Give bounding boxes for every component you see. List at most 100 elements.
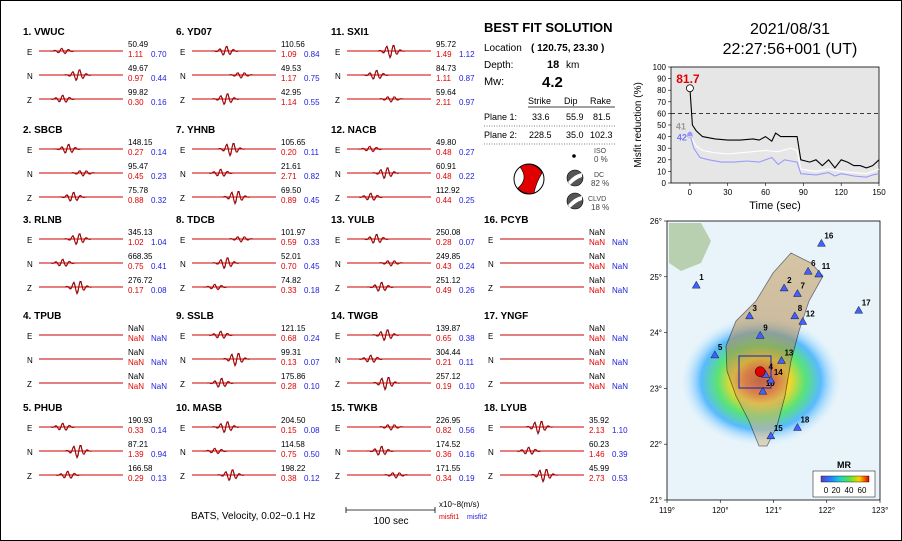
synthetic-waveform [347,167,431,179]
peak-amplitude: 52.01 [281,252,302,261]
component-label: E [335,424,340,433]
synthetic-waveform [192,142,276,157]
misfit1-value: 2.73 [589,474,605,483]
misfit-plot-area [670,66,880,184]
component-label: N [180,260,186,269]
component-label: E [180,332,185,341]
component-label: Z [27,284,32,293]
iso-value: 0 % [594,155,608,164]
event-time: 22:27:56+001 (UT) [723,41,858,58]
x-tick-label: 150 [872,188,886,197]
synthetic-waveform [192,469,276,481]
misfit2-value: 1.04 [151,238,167,247]
misfit1-legend: misfit1 [439,514,459,521]
misfit1-value: 0.97 [128,74,144,83]
station-marker [779,283,789,292]
station-marker [790,311,800,320]
misfit1-value: 0.33 [128,426,144,435]
misfit2-value: NaN [612,358,628,367]
synthetic-waveform [347,472,431,479]
x-tick-label: 120 [835,188,849,197]
peak-amplitude: 21.61 [281,162,302,171]
y-tick-label: 100 [653,63,667,72]
misfit-ylabel: Misfit reduction (%) [633,82,644,168]
peak-amplitude: 204.50 [281,416,306,425]
synthetic-waveform [192,46,276,56]
peak-amplitude: NaN [589,348,605,357]
peak-amplitude: 50.49 [128,40,149,49]
misfit1-value: 0.44 [436,196,452,205]
lon-tick-label: 120° [712,506,729,515]
station-marker [793,289,802,297]
plane1-dip: 55.9 [566,112,584,122]
peak-amplitude: 190.93 [128,416,153,425]
misfit1-value: 0.48 [436,148,452,157]
best-fit-marker [686,84,694,93]
misfit2-value: 0.08 [304,426,320,435]
synthetic-waveform [192,421,276,433]
component-label: Z [488,472,493,481]
component-label: E [335,332,340,341]
misfit1-value: 0.15 [281,426,297,435]
misfit1-value: 1.46 [589,450,605,459]
synthetic-waveform [500,420,584,435]
component-label: E [180,48,185,57]
station-marker [745,311,754,320]
peak-amplitude: 249.85 [436,252,461,261]
y-tick-label: 40 [657,133,666,142]
station-marker [777,356,786,364]
misfit2-value: 0.53 [612,474,628,483]
lon-tick-label: 122° [818,506,835,515]
station-label: 10. MASB [176,403,222,414]
component-label: E [180,236,185,245]
component-label: N [335,356,341,365]
component-label: Z [27,96,32,105]
colorbar-tick: 40 [845,486,854,495]
misfit1-value: 0.21 [436,358,452,367]
misfit1-value: 0.48 [436,172,452,181]
peak-amplitude: 45.99 [589,464,610,473]
solution-title: BEST FIT SOLUTION [484,20,613,35]
component-label: N [27,72,33,81]
y-tick-label: 60 [657,109,666,118]
misfit1-line [689,135,880,175]
station-number: 14 [774,368,783,377]
misfit1-value: 0.38 [281,474,297,483]
peak-amplitude: 99.82 [128,88,149,97]
station-label: 5. PHUB [23,403,62,414]
misfit-reduction-chart: 0 10 20 30 40 50 60 70 80 90 100 0 30 60 90 120 150 81.7 4… [653,63,887,197]
y-tick-label: 30 [657,144,666,153]
peak-amplitude: 121.15 [281,324,306,333]
plane1-label: Plane 1: [484,112,517,122]
peak-amplitude: 174.52 [436,440,461,449]
taiwan-coastline [725,252,824,447]
component-label: Z [180,194,185,203]
misfit2-value: 0.12 [304,474,320,483]
misfit2-value: 0.26 [459,286,475,295]
misfit2-value: NaN [612,286,628,295]
synthetic-waveform [39,192,123,202]
synthetic-waveform [192,378,276,388]
synthetic-waveform [39,259,123,267]
component-label: E [488,332,493,341]
component-label: N [27,356,33,365]
peak-amplitude: 69.50 [281,186,302,195]
misfit2-value: 0.70 [151,50,167,59]
station-number: 9 [763,323,768,332]
synthetic-waveform [39,444,123,459]
station-marker [710,350,720,359]
station-number: 16 [824,231,833,240]
units-label: x10~8(m/s) [439,500,480,509]
misfit2-value: 0.23 [151,172,167,181]
iso-glyph [572,154,576,158]
clvd-glyph [566,192,584,210]
misfit2-line [689,134,880,178]
misfit1-value: 0.75 [281,450,297,459]
peak-amplitude: 171.55 [436,464,461,473]
peak-amplitude: 84.73 [436,64,457,73]
misfit1-value: 0.75 [128,262,144,271]
station-number: 7 [800,282,805,291]
station-label: 12. NACB [331,125,377,136]
